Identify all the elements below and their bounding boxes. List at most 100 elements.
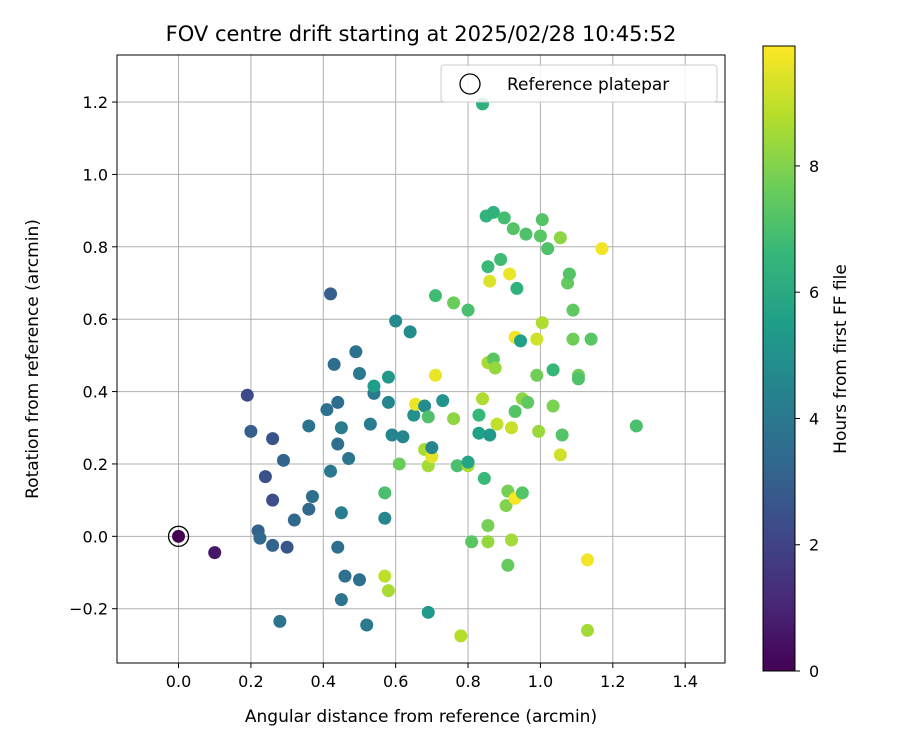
data-point xyxy=(497,211,511,225)
data-point xyxy=(331,395,345,409)
x-tick-label: 0.4 xyxy=(311,672,336,691)
data-point xyxy=(454,629,468,643)
data-point xyxy=(287,513,301,527)
data-point xyxy=(208,546,222,560)
data-point xyxy=(553,231,567,245)
data-point xyxy=(342,452,356,466)
data-point xyxy=(381,584,395,598)
data-point xyxy=(360,618,374,632)
y-tick-label: 0.6 xyxy=(83,310,108,329)
data-point xyxy=(450,459,464,473)
data-point xyxy=(461,455,475,469)
data-point xyxy=(331,437,345,451)
x-axis-ticks: 0.0 0.2 0.4 0.6 0.8 1.0 1.2 1.4 xyxy=(166,663,698,691)
colorbar-frame xyxy=(762,45,796,672)
data-point xyxy=(302,502,316,516)
x-tick-label: 0.8 xyxy=(455,672,480,691)
data-point xyxy=(334,506,348,520)
data-point xyxy=(629,419,643,433)
data-point xyxy=(461,303,475,317)
data-point xyxy=(407,408,421,422)
data-point xyxy=(584,332,598,346)
data-point xyxy=(481,518,495,532)
data-point xyxy=(363,417,377,431)
data-point xyxy=(349,345,363,359)
data-point xyxy=(555,428,569,442)
data-point xyxy=(488,361,502,375)
data-point xyxy=(320,403,334,417)
data-point xyxy=(535,316,549,330)
data-point xyxy=(541,242,555,256)
legend-marker xyxy=(459,73,481,95)
data-point xyxy=(428,289,442,303)
data-point xyxy=(499,499,513,513)
data-point xyxy=(494,252,508,266)
data-point xyxy=(515,486,529,500)
legend: Reference platepar xyxy=(440,64,718,103)
y-tick-label: 1.2 xyxy=(83,93,108,112)
chart-title: FOV centre drift starting at 2025/02/28 … xyxy=(166,22,677,46)
data-point xyxy=(396,430,410,444)
data-point xyxy=(258,470,272,484)
colorbar-ticks: 0 2 4 6 8 xyxy=(795,157,819,681)
data-point xyxy=(425,450,439,464)
data-point xyxy=(403,325,417,339)
colorbar-tick-label: 4 xyxy=(809,409,819,428)
data-point xyxy=(305,490,319,504)
data-point xyxy=(566,303,580,317)
colorbar-tick-label: 2 xyxy=(809,536,819,555)
data-point xyxy=(378,511,392,525)
data-point xyxy=(381,395,395,409)
data-point xyxy=(580,553,594,567)
data-point xyxy=(481,260,495,274)
data-point xyxy=(378,486,392,500)
data-point xyxy=(571,372,585,386)
data-point xyxy=(530,332,544,346)
data-point xyxy=(504,421,518,435)
data-point xyxy=(436,394,450,408)
colorbar-label: Hours from first FF file xyxy=(831,264,851,454)
data-point xyxy=(501,558,515,572)
data-point xyxy=(483,428,497,442)
data-point xyxy=(253,531,267,545)
y-tick-label: 1.0 xyxy=(83,165,108,184)
data-point xyxy=(324,287,338,301)
y-tick-label: 0.8 xyxy=(83,238,108,257)
x-tick-label: 1.4 xyxy=(672,672,697,691)
data-point xyxy=(476,392,490,406)
x-tick-label: 1.2 xyxy=(600,672,625,691)
data-point xyxy=(503,267,517,281)
data-point xyxy=(266,432,280,446)
x-tick-label: 0.0 xyxy=(166,672,191,691)
data-point xyxy=(580,623,594,637)
plot-area-frame xyxy=(116,54,726,664)
data-point xyxy=(338,569,352,583)
data-point xyxy=(530,368,544,382)
data-point xyxy=(510,281,524,295)
data-point xyxy=(273,614,287,628)
y-tick-label: 0.4 xyxy=(83,383,108,402)
data-point xyxy=(553,448,567,462)
data-point xyxy=(428,368,442,382)
colorbar-gradient xyxy=(763,46,795,671)
data-point xyxy=(418,399,432,413)
data-points xyxy=(167,97,643,643)
data-point xyxy=(385,428,399,442)
colorbar: 0 2 4 6 8 Hours from first FF file xyxy=(762,45,851,681)
data-point xyxy=(324,464,338,478)
colorbar-tick-label: 6 xyxy=(809,283,819,302)
data-point xyxy=(425,441,439,455)
x-tick-label: 1.0 xyxy=(528,672,553,691)
data-point xyxy=(240,388,254,402)
data-point xyxy=(506,222,520,236)
data-point xyxy=(266,538,280,552)
legend-label: Reference platepar xyxy=(507,75,669,95)
data-point xyxy=(334,593,348,607)
colorbar-tick-label: 0 xyxy=(809,662,819,681)
colorbar-tick-label: 8 xyxy=(809,157,819,176)
data-point xyxy=(352,573,366,587)
data-point xyxy=(447,296,461,310)
y-tick-label: −0.2 xyxy=(69,600,108,619)
data-point xyxy=(472,408,486,422)
